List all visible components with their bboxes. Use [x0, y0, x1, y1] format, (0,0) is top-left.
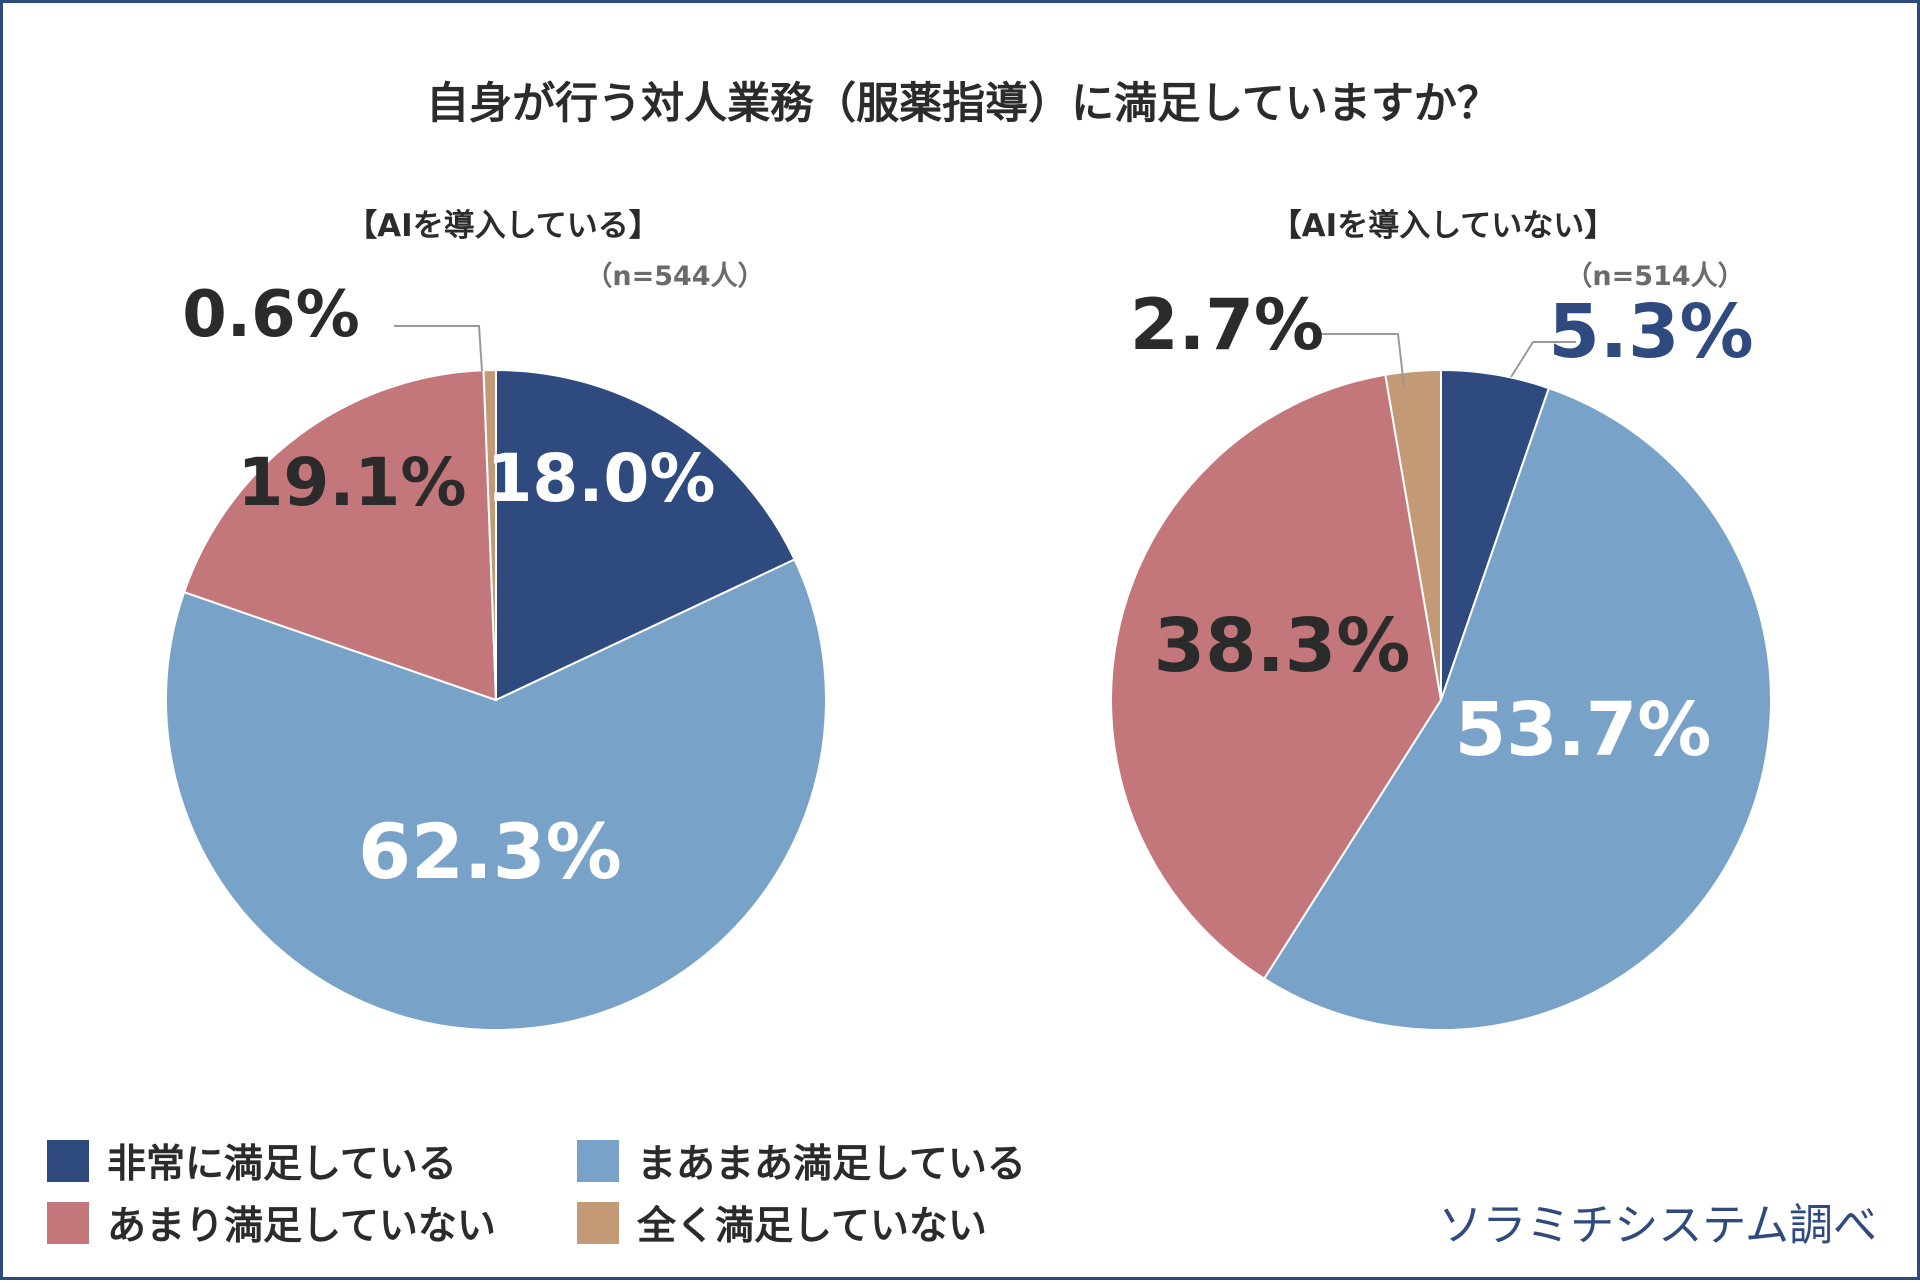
legend: 非常に満足している まあまあ満足している あまり満足していない 全く満足していな… — [47, 1133, 1147, 1253]
chart-title: 自身が行う対人業務（服薬指導）に満足していますか？ — [426, 79, 1500, 129]
legend-label: 非常に満足している — [107, 1142, 457, 1187]
legend-label: まあまあ満足している — [637, 1142, 1026, 1187]
legend-item-very-satisfied: 非常に満足している — [47, 1133, 457, 1189]
pie-charts-canvas: 18.0% 62.3% 19.1% 0.6% 【AIを導入している】 （n=544人） 5.… — [165, 208, 1773, 1031]
legend-label: 全く満足していない — [637, 1204, 987, 1249]
data-label: 0.6% — [182, 278, 360, 352]
pie-slice — [1262, 386, 1773, 1031]
legend-swatch — [577, 1202, 619, 1244]
pie-sample-size: （n=544人） — [585, 261, 764, 292]
data-label: 2.7% — [1130, 284, 1324, 366]
legend-label: あまり満足していない — [107, 1204, 496, 1249]
legend-swatch — [47, 1202, 89, 1244]
pie-slice — [482, 368, 497, 701]
pie-chart-ai-adopted: 18.0% 62.3% 19.1% 0.6% 【AIを導入している】 （n=544人） — [165, 208, 827, 1031]
pie-slice — [1384, 368, 1442, 701]
pie-slice — [495, 368, 796, 702]
data-label: 62.3% — [358, 807, 622, 896]
pie-slice — [182, 369, 498, 702]
pie-chart-ai-not-adopted: 5.3% 53.7% 38.3% 2.7% 【AIを導入していない】 （n=514人） — [1110, 208, 1773, 1031]
data-label: 18.0% — [487, 440, 716, 517]
pie-slice — [165, 558, 827, 1031]
legend-swatch — [577, 1140, 619, 1182]
leader-line — [394, 325, 483, 372]
source-note: ソラミチシステム調べ — [1438, 1200, 1877, 1251]
legend-swatch — [47, 1140, 89, 1182]
legend-item-somewhat-satisfied: まあまあ満足している — [577, 1133, 1026, 1189]
pie-sample-size: （n=514人） — [1565, 261, 1744, 292]
pie-title: 【AIを導入している】 — [346, 208, 660, 244]
leader-line — [1510, 341, 1576, 378]
data-label: 19.1% — [238, 444, 467, 521]
pie-slice — [1110, 373, 1443, 981]
data-label: 5.3% — [1548, 289, 1753, 375]
data-label: 38.3% — [1154, 603, 1411, 689]
legend-item-not-at-all-satisfied: 全く満足していない — [577, 1195, 987, 1251]
legend-item-not-very-satisfied: あまり満足していない — [47, 1195, 496, 1251]
data-label: 53.7% — [1455, 687, 1712, 773]
pie-title: 【AIを導入していない】 — [1271, 208, 1616, 244]
leader-line — [1315, 333, 1405, 387]
